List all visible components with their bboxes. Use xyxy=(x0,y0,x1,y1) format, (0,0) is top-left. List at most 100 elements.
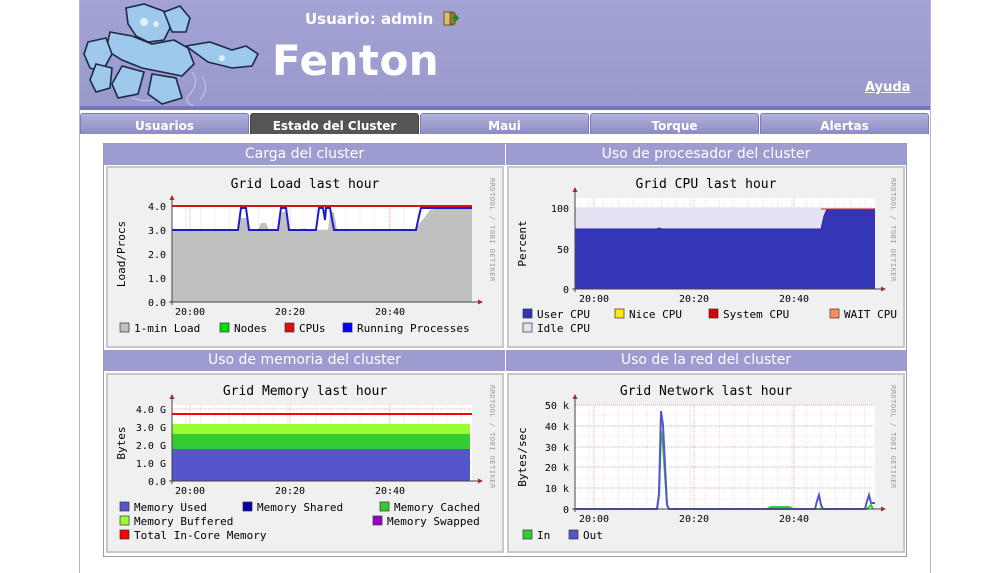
y-tick-label: 20 k xyxy=(545,463,569,474)
memory-cached-area xyxy=(172,434,470,449)
logout-icon[interactable] xyxy=(443,11,459,26)
x-tick-label: 20:20 xyxy=(275,486,305,497)
legend-label: Running Processes xyxy=(357,322,470,335)
load-graph[interactable]: Grid Load last hour Load/Procs RRDTOOL / T… xyxy=(106,166,504,348)
section-title-load: Carga del cluster xyxy=(104,144,505,165)
tab-estado-cluster[interactable]: Estado del Cluster xyxy=(250,113,419,134)
y-tick-label: 50 k xyxy=(545,401,569,412)
y-tick-label: 100 xyxy=(551,204,569,215)
rrdtool-watermark: RRDTOOL / TOBI OETIKER xyxy=(488,178,496,282)
y-tick-label: 10 k xyxy=(545,484,569,495)
y-tick-label: 1.0 G xyxy=(136,459,166,470)
y-tick-label: 1.0 xyxy=(148,274,166,285)
main-tabs: Usuarios Estado del Cluster Maui Torque … xyxy=(80,113,930,134)
legend-swatch xyxy=(119,515,130,526)
rrdtool-watermark: RRDTOOL / TOBI OETIKER xyxy=(889,178,897,282)
legend-swatch xyxy=(219,322,230,333)
x-tick-label: 20:00 xyxy=(579,294,609,305)
y-tick-label: 2.0 xyxy=(148,250,166,261)
legend-label: Memory Shared xyxy=(257,501,343,514)
chart-title: Grid Memory last hour xyxy=(223,384,388,399)
cpu-graph[interactable]: Grid CPU last hour Percent RRDTOOL / TOBI … xyxy=(507,166,905,348)
tab-maui[interactable]: Maui xyxy=(420,113,589,134)
legend-label: User CPU xyxy=(537,308,590,321)
legend-label: Out xyxy=(583,529,603,542)
x-axis-arrow xyxy=(881,506,886,512)
legend-swatch xyxy=(708,308,719,319)
network-graph[interactable]: Grid Network last hour Bytes/sec RRDTOOL /… xyxy=(507,373,905,553)
y-axis-arrow xyxy=(169,195,175,200)
tab-alertas[interactable]: Alertas xyxy=(760,113,929,134)
y-axis-label: Percent xyxy=(516,220,529,266)
y-axis-label: Load/Procs xyxy=(115,221,128,287)
legend-swatch xyxy=(242,501,253,512)
rrdtool-watermark: RRDTOOL / TOBI OETIKER xyxy=(488,385,496,489)
y-tick-label: 3.0 G xyxy=(136,423,166,434)
section-title-network: Uso de la red del cluster xyxy=(506,350,906,371)
legend-swatch xyxy=(119,322,130,333)
legend-label: Nodes xyxy=(234,322,267,335)
x-tick-label: 20:00 xyxy=(579,514,609,525)
y-tick-label: 0 xyxy=(563,285,569,296)
y-tick-label: 30 k xyxy=(545,443,569,454)
y-tick-label: 3.0 xyxy=(148,226,166,237)
legend-label: CPUs xyxy=(299,322,326,335)
mascot-logo xyxy=(83,3,260,106)
chart-title: Grid Network last hour xyxy=(620,384,792,399)
section-title-memory: Uso de memoria del cluster xyxy=(104,350,505,371)
x-tick-label: 20:40 xyxy=(779,294,809,305)
x-axis-arrow xyxy=(478,299,483,305)
legend-label: Memory Cached xyxy=(394,501,480,514)
y-axis-arrow xyxy=(572,187,578,192)
idle-cpu-area xyxy=(575,208,875,230)
y-tick-label: 50 xyxy=(557,245,569,256)
legend-label: 1-min Load xyxy=(134,322,200,335)
user-label: Usuario: admin xyxy=(305,10,434,28)
legend-swatch xyxy=(522,308,533,319)
x-axis-arrow xyxy=(478,478,483,484)
y-tick-label: 2.0 G xyxy=(136,441,166,452)
help-link[interactable]: Ayuda xyxy=(865,80,911,95)
legend-swatch xyxy=(119,501,130,512)
app-title: Fenton xyxy=(272,36,440,85)
user-cpu-line xyxy=(575,208,875,230)
legend-swatch xyxy=(522,529,533,540)
legend-swatch xyxy=(379,501,390,512)
y-tick-label: 40 k xyxy=(545,422,569,433)
header-divider xyxy=(80,106,930,110)
y-axis-arrow xyxy=(169,394,175,399)
y-tick-label: 4.0 G xyxy=(136,405,166,416)
x-tick-label: 20:20 xyxy=(275,307,305,318)
chart-title: Grid CPU last hour xyxy=(636,177,777,192)
x-tick-label: 20:20 xyxy=(679,294,709,305)
legend-swatch xyxy=(342,322,353,333)
y-tick-label: 0.0 xyxy=(148,298,166,309)
memory-graph[interactable]: Grid Memory last hour Bytes RRDTOOL / TOBI… xyxy=(106,373,504,553)
chart-title: Grid Load last hour xyxy=(231,177,380,192)
tab-usuarios[interactable]: Usuarios xyxy=(80,113,249,134)
legend-swatch xyxy=(119,529,130,540)
y-axis-label: Bytes/sec xyxy=(516,427,529,487)
legend-swatch xyxy=(614,308,625,319)
x-tick-label: 20:00 xyxy=(175,307,205,318)
x-tick-label: 20:40 xyxy=(375,486,405,497)
legend-label: Memory Used xyxy=(134,501,207,514)
y-axis-arrow xyxy=(572,394,578,399)
legend-label: Idle CPU xyxy=(537,322,590,335)
legend-swatch xyxy=(568,529,579,540)
x-tick-label: 20:40 xyxy=(375,307,405,318)
y-axis-label: Bytes xyxy=(115,426,128,459)
legend-label: Memory Buffered xyxy=(134,515,233,528)
section-title-cpu: Uso de procesador del cluster xyxy=(506,144,906,165)
legend-label: WAIT CPU xyxy=(844,308,897,321)
user-info: Usuario: admin xyxy=(305,10,459,28)
legend-label: System CPU xyxy=(723,308,789,321)
y-tick-label: 0 xyxy=(563,505,569,516)
tab-torque[interactable]: Torque xyxy=(590,113,759,134)
legend-label: Nice CPU xyxy=(629,308,682,321)
legend-swatch xyxy=(372,515,383,526)
memory-used-area xyxy=(172,449,470,481)
load-area xyxy=(172,208,472,302)
y-tick-label: 4.0 xyxy=(148,202,166,213)
legend-swatch xyxy=(829,308,840,319)
